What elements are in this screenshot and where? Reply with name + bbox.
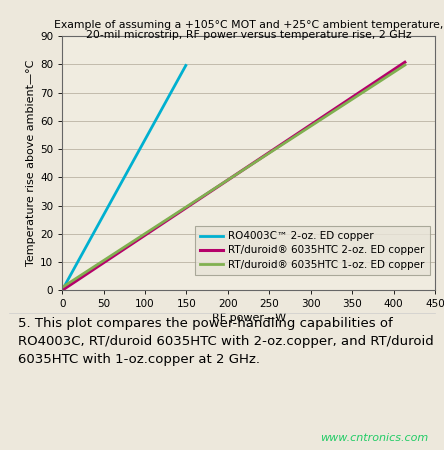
- Text: www.cntronics.com: www.cntronics.com: [320, 433, 428, 443]
- X-axis label: RF power—W: RF power—W: [212, 314, 285, 324]
- Legend: RO4003C™ 2-oz. ED copper, RT/duroid® 6035HTC 2-oz. ED copper, RT/duroid® 6035HTC: RO4003C™ 2-oz. ED copper, RT/duroid® 603…: [195, 226, 430, 275]
- Text: 20-mil microstrip, RF power versus temperature rise, 2 GHz: 20-mil microstrip, RF power versus tempe…: [86, 30, 412, 40]
- Text: 5. This plot compares the power-handling capabilities of
RO4003C, RT/duroid 6035: 5. This plot compares the power-handling…: [18, 317, 433, 366]
- Y-axis label: Temperature rise above ambient—°C: Temperature rise above ambient—°C: [26, 60, 36, 266]
- Text: Example of assuming a +105°C MOT and +25°C ambient temperature,: Example of assuming a +105°C MOT and +25…: [54, 20, 443, 30]
